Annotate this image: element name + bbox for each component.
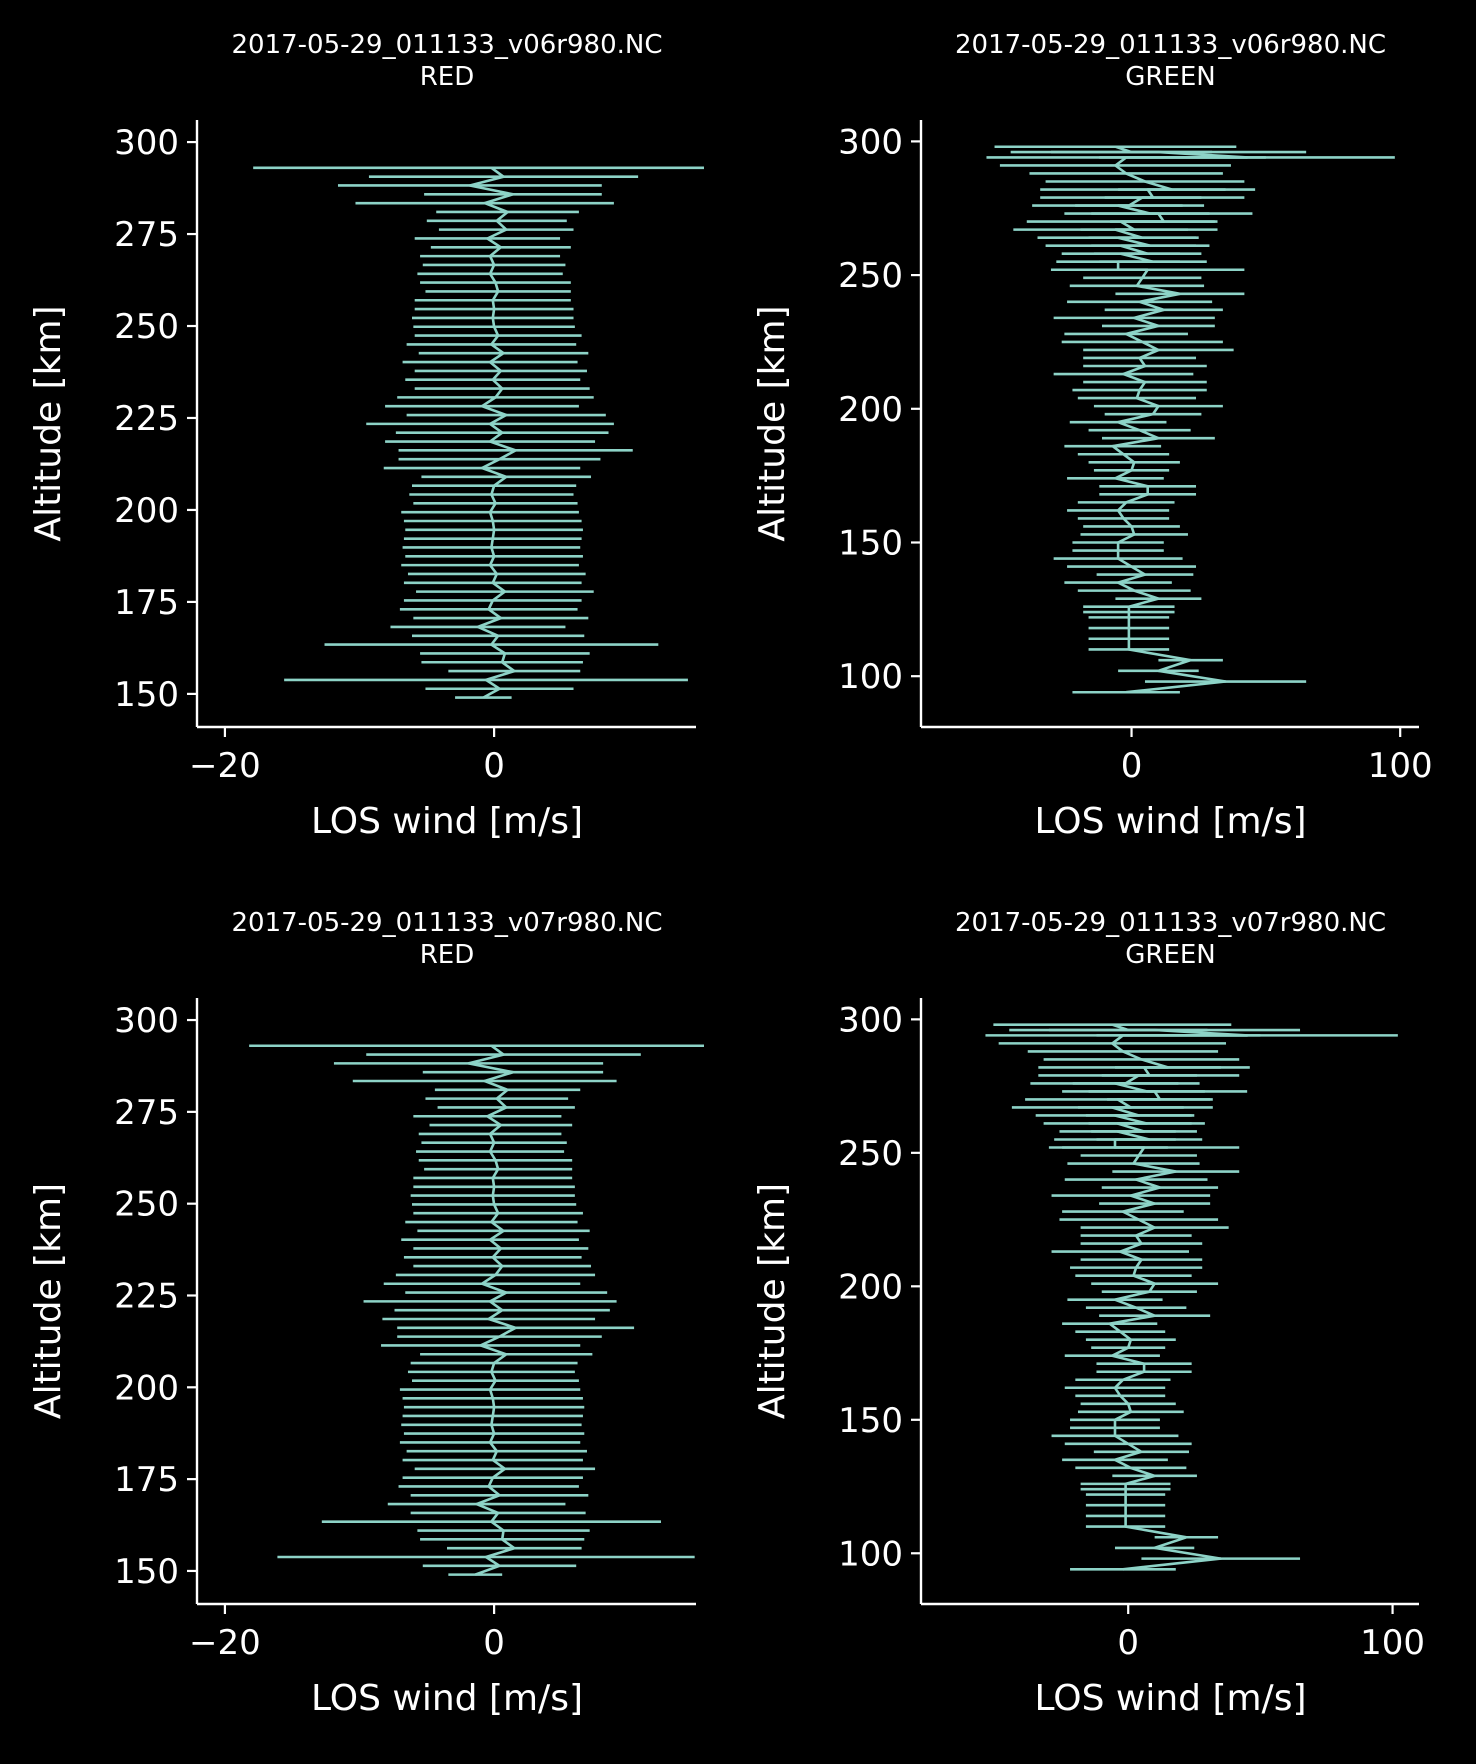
x-tick-label: −20 <box>189 746 261 786</box>
y-tick-label: 250 <box>838 1134 903 1174</box>
y-tick-label: 175 <box>114 1460 179 1500</box>
y-tick-label: 200 <box>114 491 179 531</box>
x-tick-label: 100 <box>1368 746 1433 786</box>
x-axis-label: LOS wind [m/s] <box>311 801 583 842</box>
x-axis-label: LOS wind [m/s] <box>1034 1678 1306 1719</box>
series-line <box>1111 145 1249 694</box>
x-tick-label: 0 <box>1117 1623 1139 1663</box>
chart-title: 2017-05-29_011133_v06r980.NC <box>955 30 1386 60</box>
y-axis-label: Altitude [km] <box>752 1183 793 1419</box>
chart-title: 2017-05-29_011133_v06r980.NC <box>231 30 662 60</box>
x-tick-label: 0 <box>483 1623 505 1663</box>
chart-title: 2017-05-29_011133_v07r980.NC <box>955 908 1386 938</box>
y-tick-label: 250 <box>114 1185 179 1225</box>
series-line <box>467 1044 517 1576</box>
chart-subtitle: RED <box>420 62 475 92</box>
x-tick-label: −20 <box>189 1623 261 1663</box>
y-axis-label: Altitude [km] <box>28 1183 69 1419</box>
x-tick-label: 100 <box>1360 1623 1425 1663</box>
y-tick-label: 150 <box>838 523 903 563</box>
y-tick-label: 250 <box>838 256 903 296</box>
chart-subtitle: GREEN <box>1125 940 1216 970</box>
y-tick-label: 225 <box>114 1276 179 1316</box>
x-tick-label: 0 <box>1121 746 1143 786</box>
y-tick-label: 275 <box>114 1093 179 1133</box>
y-tick-label: 150 <box>838 1401 903 1441</box>
y-tick-label: 300 <box>838 1000 903 1040</box>
y-tick-label: 100 <box>838 657 903 697</box>
y-tick-label: 150 <box>114 675 179 715</box>
y-tick-label: 300 <box>838 122 903 162</box>
y-tick-label: 300 <box>114 123 179 163</box>
series-line <box>468 166 517 699</box>
x-axis-label: LOS wind [m/s] <box>1034 801 1306 842</box>
chart-subtitle: GREEN <box>1125 62 1216 92</box>
series-line <box>1108 1023 1249 1571</box>
chart-subtitle: RED <box>420 940 475 970</box>
y-axis-label: Altitude [km] <box>752 305 793 541</box>
y-tick-label: 175 <box>114 583 179 623</box>
x-tick-label: 0 <box>483 746 505 786</box>
y-tick-label: 150 <box>114 1552 179 1592</box>
y-axis-label: Altitude [km] <box>28 305 69 541</box>
y-tick-label: 275 <box>114 215 179 255</box>
chart-title: 2017-05-29_011133_v07r980.NC <box>231 908 662 938</box>
y-tick-label: 200 <box>838 1267 903 1307</box>
y-tick-label: 250 <box>114 307 179 347</box>
y-tick-label: 300 <box>114 1001 179 1041</box>
y-tick-label: 200 <box>114 1368 179 1408</box>
y-tick-label: 100 <box>838 1534 903 1574</box>
y-tick-label: 225 <box>114 399 179 439</box>
x-axis-label: LOS wind [m/s] <box>311 1678 583 1719</box>
y-tick-label: 200 <box>838 390 903 430</box>
chart-panels: 2017-05-29_011133_v06r980.NCRED150175200… <box>28 30 1433 1719</box>
